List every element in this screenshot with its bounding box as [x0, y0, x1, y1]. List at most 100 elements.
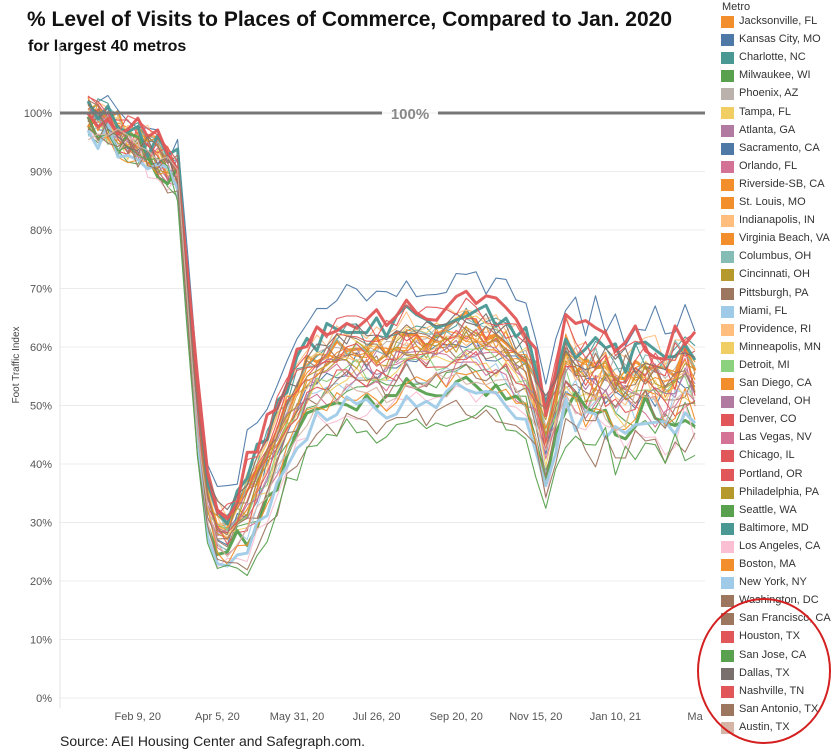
legend-swatch — [721, 378, 734, 390]
legend-label: Chicago, IL — [739, 449, 795, 462]
x-tick-label: May 31, 20 — [270, 711, 324, 723]
legend-item: Las Vegas, NV — [720, 429, 838, 446]
legend-swatch — [721, 251, 734, 264]
legend-item: Atlanta, GA — [720, 122, 838, 139]
legend-label: Orlando, FL — [739, 159, 798, 172]
y-tick-label: 40% — [30, 459, 52, 471]
legend-item: Indianapolis, IN — [720, 212, 838, 229]
legend-item: Cleveland, OH — [720, 393, 838, 410]
legend-item: Providence, RI — [720, 321, 838, 338]
legend-label: Charlotte, NC — [739, 51, 806, 64]
highlight-circle — [697, 598, 831, 744]
legend-label: Tampa, FL — [739, 105, 791, 118]
legend-label: Baltimore, MD — [739, 521, 809, 534]
legend-swatch — [721, 52, 734, 65]
legend-label: Detroit, MI — [739, 358, 790, 371]
legend-item: Jacksonville, FL — [720, 13, 838, 30]
legend-swatch — [721, 450, 734, 463]
legend-swatch — [721, 34, 734, 47]
series-line — [87, 103, 696, 511]
legend-item: Riverside-SB, CA — [720, 176, 838, 193]
legend-label: Indianapolis, IN — [739, 214, 815, 227]
y-tick-label: 100% — [24, 108, 52, 120]
x-tick-label: Sep 20, 20 — [430, 711, 483, 723]
legend-item: Orlando, FL — [720, 158, 838, 175]
legend-label: Las Vegas, NV — [739, 431, 812, 444]
legend-swatch — [721, 124, 734, 137]
reference-line-label: 100% — [391, 106, 429, 123]
x-tick-label: Apr 5, 20 — [195, 711, 240, 723]
source-note: Source: AEI Housing Center and Safegraph… — [60, 733, 366, 749]
legend-swatch — [721, 160, 734, 173]
legend-item: Detroit, MI — [720, 357, 838, 374]
legend-item: Kansas City, MO — [720, 31, 838, 48]
legend-item: Sacramento, CA — [720, 140, 838, 157]
y-axis-label: Foot Traffic Index — [11, 326, 22, 403]
series-line — [87, 128, 696, 558]
legend-item: Chicago, IL — [720, 447, 838, 464]
legend-item: Seattle, WA — [720, 502, 838, 519]
legend-item: Los Angeles, CA — [720, 538, 838, 555]
series-line — [87, 126, 696, 577]
legend-item: New York, NY — [720, 574, 838, 591]
legend-label: Kansas City, MO — [739, 33, 821, 46]
legend-label: New York, NY — [739, 576, 807, 589]
line-chart: 0% 10% 20% 30% 40% 50% 60% 70% 80% 90% 100% Feb 9, … — [11, 40, 705, 723]
legend-title: Metro — [722, 1, 751, 13]
y-tick-label: 60% — [30, 342, 52, 354]
legend-item: Phoenix, AZ — [720, 85, 838, 102]
legend-label: Virginia Beach, VA — [739, 232, 830, 245]
legend-label: Miami, FL — [739, 304, 788, 317]
legend-swatch — [721, 577, 734, 590]
legend-item: Tampa, FL — [720, 104, 838, 121]
legend-label: Jacksonville, FL — [739, 15, 818, 27]
legend-item: Columbus, OH — [720, 248, 838, 265]
series-line — [86, 100, 697, 526]
y-tick-label: 80% — [30, 225, 52, 237]
legend-swatch — [721, 106, 734, 119]
legend-label: Portland, OR — [739, 467, 803, 480]
legend-label: Philadelphia, PA — [739, 485, 819, 498]
legend-swatch — [721, 197, 734, 209]
series-line — [87, 96, 696, 516]
x-tick-label: Feb 9, 20 — [115, 711, 161, 723]
legend-swatch — [721, 88, 734, 101]
legend-item: Milwaukee, WI — [720, 67, 838, 84]
x-tick-label: Jan 10, 21 — [590, 711, 641, 723]
legend-item: St. Louis, MO — [720, 194, 838, 211]
legend-label: Minneapolis, MN — [739, 340, 821, 353]
legend-label: Los Angeles, CA — [739, 539, 821, 552]
legend-label: Columbus, OH — [739, 250, 812, 263]
legend-label: San Diego, CA — [739, 377, 812, 389]
legend-swatch — [721, 215, 734, 228]
y-tick-label: 10% — [30, 635, 52, 647]
legend-swatch — [721, 359, 734, 372]
legend-label: St. Louis, MO — [739, 196, 806, 208]
legend-item: San Diego, CA — [720, 375, 838, 392]
legend-item: Portland, OR — [720, 466, 838, 483]
legend-item: Baltimore, MD — [720, 520, 838, 537]
legend-swatch — [721, 468, 734, 481]
legend-swatch — [721, 269, 734, 282]
legend-item: Minneapolis, MN — [720, 339, 838, 356]
y-tick-label: 0% — [36, 693, 52, 705]
legend-swatch — [721, 414, 734, 427]
y-tick-label: 30% — [30, 518, 52, 530]
legend-swatch — [721, 559, 734, 571]
legend-item: Pittsburgh, PA — [720, 285, 838, 302]
legend-swatch — [721, 16, 734, 28]
legend-item: Virginia Beach, VA — [720, 230, 838, 247]
legend-item: Cincinnati, OH — [720, 266, 838, 283]
x-tick-label: Ma — [687, 711, 703, 723]
y-tick-label: 90% — [30, 167, 52, 179]
legend-label: Providence, RI — [739, 322, 812, 335]
legend-item: Philadelphia, PA — [720, 484, 838, 501]
legend-label: Milwaukee, WI — [739, 69, 811, 82]
legend-label: Cleveland, OH — [739, 395, 811, 408]
legend-swatch — [721, 70, 734, 83]
legend-item: Miami, FL — [720, 303, 838, 320]
y-tick-label: 20% — [30, 576, 52, 588]
legend-label: Cincinnati, OH — [739, 268, 810, 281]
chart-title: % Level of Visits to Places of Commerce,… — [27, 8, 673, 31]
legend-label: Boston, MA — [739, 558, 796, 570]
